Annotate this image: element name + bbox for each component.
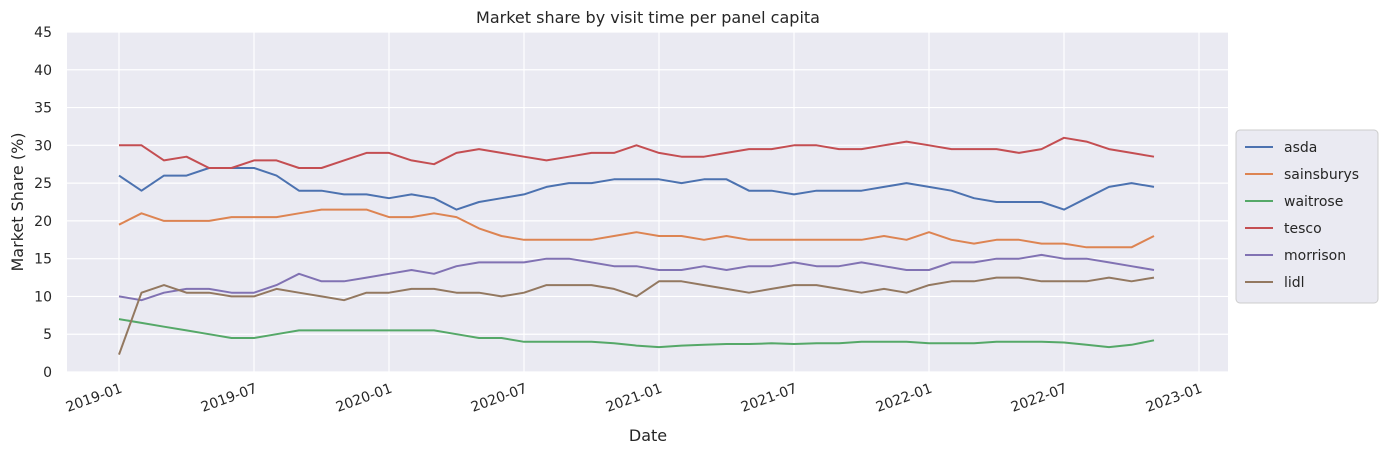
series-lines — [118, 136, 1155, 355]
y-tick-label: 30 — [34, 138, 52, 154]
plot-background — [67, 32, 1228, 372]
legend: asda sainsburys waitrose tesco morrison lidl — [1235, 129, 1379, 304]
x-axis-label: Date — [629, 426, 667, 445]
series-line-asda — [118, 167, 1155, 211]
y-tick-label: 5 — [43, 327, 52, 343]
series-line-morrison — [118, 253, 1155, 302]
series-line-tesco — [119, 136, 1155, 169]
x-tick-label: 2023-01 — [1144, 381, 1204, 416]
y-tick-label: 40 — [34, 63, 52, 79]
legend-label-tesco: tesco — [1284, 221, 1322, 237]
x-tick-label: 2020-07 — [469, 381, 529, 416]
y-tick-label: 10 — [34, 289, 52, 305]
y-tick-label: 15 — [34, 252, 52, 268]
x-tick-label: 2022-01 — [874, 381, 934, 416]
legend-label-morrison: morrison — [1284, 248, 1346, 264]
x-tick-label: 2021-07 — [739, 381, 799, 416]
x-tick-label: 2019-07 — [199, 381, 259, 416]
legend-label-lidl: lidl — [1284, 275, 1305, 291]
x-tick-label: 2021-01 — [604, 381, 664, 416]
legend-label-waitrose: waitrose — [1284, 194, 1343, 210]
series-line-waitrose — [118, 318, 1155, 349]
series-line-lidl — [118, 276, 1155, 355]
grid — [67, 31, 1228, 373]
chart-title: Market share by visit time per panel cap… — [476, 8, 820, 27]
y-tick-label: 35 — [34, 101, 52, 117]
y-tick-label: 45 — [34, 25, 52, 41]
x-tick-label: 2020-01 — [334, 381, 394, 416]
y-axis: 0 5 10 15 20 25 30 35 40 45 — [34, 25, 52, 381]
y-axis-label: Market Share (%) — [8, 132, 27, 271]
series-line-sainsburys — [118, 208, 1155, 249]
y-tick-label: 0 — [43, 365, 52, 381]
legend-label-asda: asda — [1284, 140, 1317, 156]
x-tick-label: 2022-07 — [1009, 381, 1069, 416]
y-tick-label: 20 — [34, 214, 52, 230]
legend-label-sainsburys: sainsburys — [1284, 167, 1359, 183]
x-axis: 2019-01 2019-07 2020-01 2020-07 2021-01 2021-… — [64, 381, 1204, 416]
y-tick-label: 25 — [34, 176, 52, 192]
x-tick-label: 2019-01 — [64, 381, 124, 416]
